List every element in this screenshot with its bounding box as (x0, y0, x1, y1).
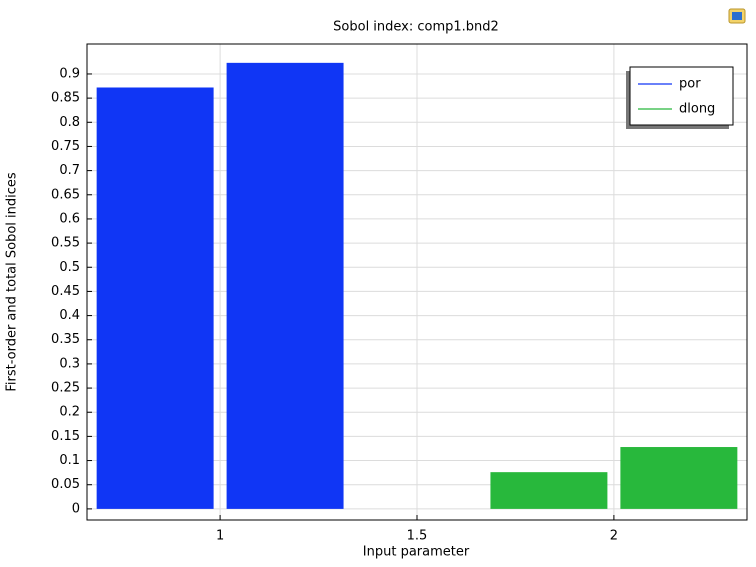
legend-box (629, 66, 734, 126)
y-tick-label: 0.8 (59, 115, 80, 130)
y-tick-label: 0.75 (51, 139, 80, 154)
x-tick-label: 1.5 (407, 529, 428, 544)
y-tick-label: 0.85 (51, 91, 80, 106)
bar (96, 87, 214, 509)
bar (226, 62, 344, 509)
y-tick-label: 0.2 (59, 405, 80, 420)
x-axis-label: Input parameter (363, 545, 470, 560)
grid: 0 0.05 0.1 0.15 0.2 0.25 0.3 0.35 0.4 0.45 0.5 0.55… (51, 44, 747, 544)
bar (490, 472, 608, 509)
x-tick-label: 1 (216, 529, 224, 544)
y-tick-label: 0.45 (51, 284, 80, 299)
y-tick-label: 0.65 (51, 187, 80, 202)
y-tick-label: 0.3 (59, 356, 80, 371)
y-tick-label: 0.35 (51, 332, 80, 347)
bars (96, 62, 738, 509)
bar (620, 447, 738, 509)
y-tick-label: 0.25 (51, 381, 80, 396)
legend-label: por (679, 77, 701, 92)
toolbar-icon[interactable] (728, 8, 746, 24)
chart-title: Sobol index: comp1.bnd2 (333, 20, 499, 35)
y-tick-label: 0.9 (59, 66, 80, 81)
plot-frame (86, 43, 748, 521)
y-tick-label: 0.7 (59, 163, 80, 178)
y-tick-label: 0.4 (59, 308, 80, 323)
x-tick-label: 2 (610, 529, 618, 544)
y-tick-label: 0.55 (51, 236, 80, 251)
y-tick-label: 0.15 (51, 429, 80, 444)
legend-label: dlong (679, 102, 715, 117)
y-axis-label: First-order and total Sobol indices (5, 172, 20, 392)
y-tick-label: 0 (72, 501, 80, 516)
y-tick-label: 0.5 (59, 260, 80, 275)
y-tick-label: 0.05 (51, 477, 80, 492)
y-tick-label: 0.1 (59, 453, 80, 468)
y-tick-label: 0.6 (59, 211, 80, 226)
legend: por dlong (626, 66, 734, 129)
